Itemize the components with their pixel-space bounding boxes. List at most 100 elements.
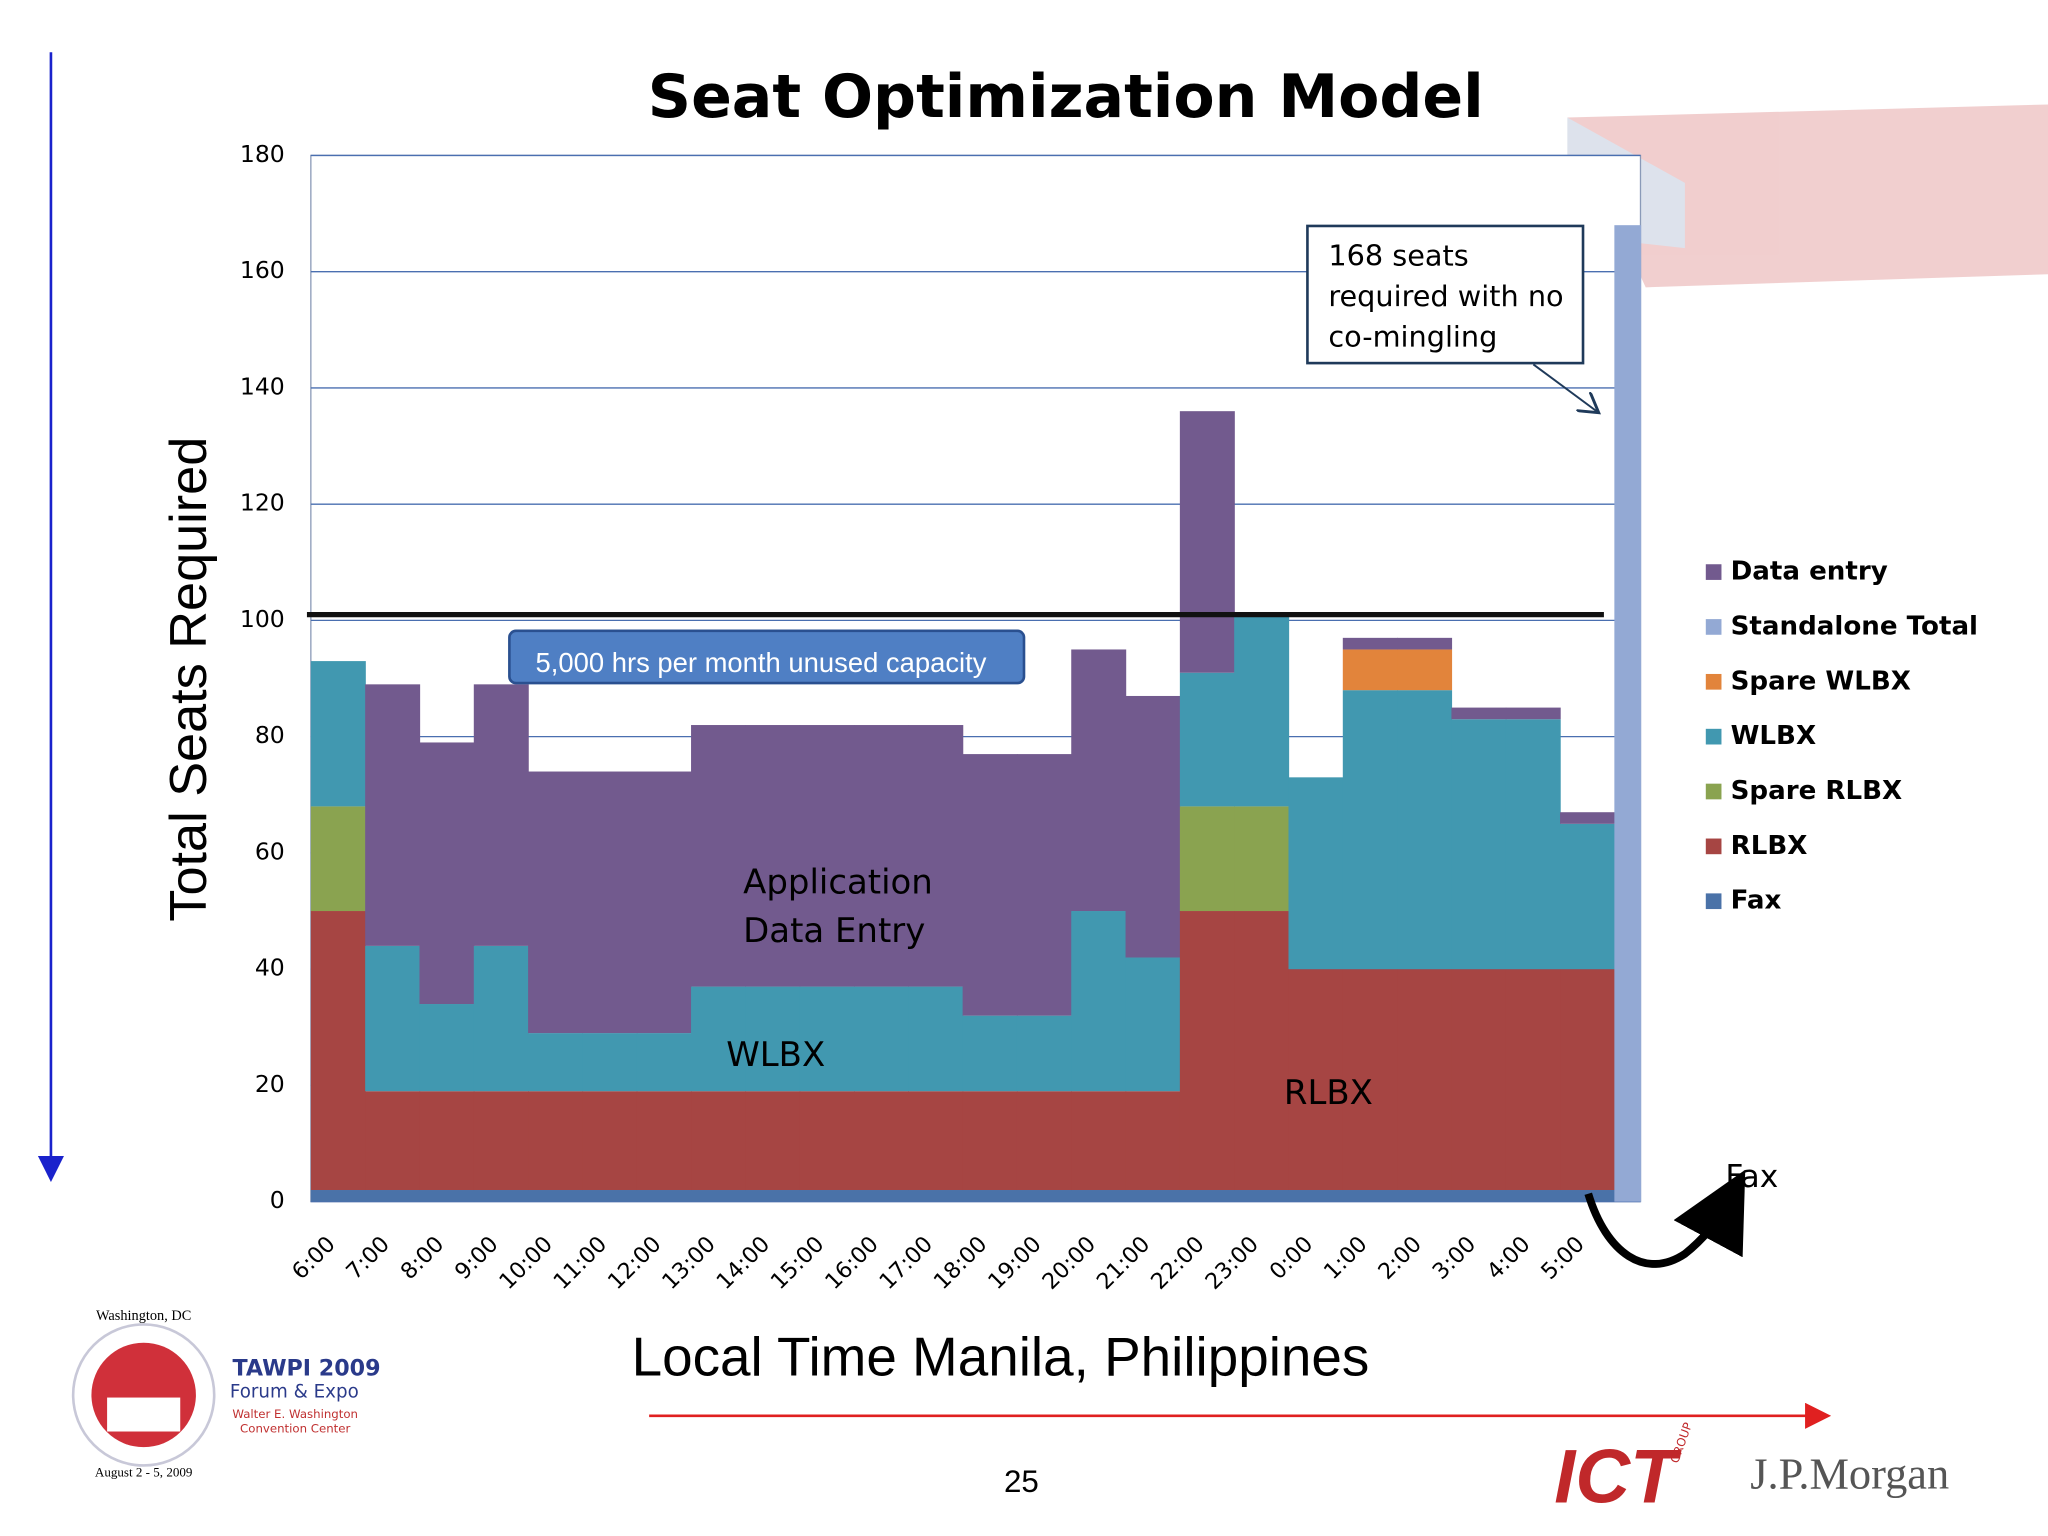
area-segment xyxy=(1342,1190,1398,1202)
area-segment xyxy=(1505,1190,1561,1202)
x-tick-label: 15:00 xyxy=(766,1231,830,1295)
area-segment xyxy=(1234,806,1290,912)
area-segment xyxy=(1451,707,1507,720)
area-label: WLBX xyxy=(726,1035,825,1075)
x-tick-label: 14:00 xyxy=(711,1231,775,1295)
x-tick-label: 11:00 xyxy=(549,1231,613,1295)
area-segment xyxy=(473,684,529,946)
chart-title: Seat Optimization Model xyxy=(648,62,1484,132)
area-segment xyxy=(1397,690,1453,970)
annotation-text: 168 seats xyxy=(1328,238,1468,272)
area-segment xyxy=(908,986,964,1092)
area-segment xyxy=(636,1091,692,1191)
area-segment xyxy=(1397,969,1453,1191)
legend-label: Data entry xyxy=(1731,557,1888,587)
area-segment xyxy=(582,1190,638,1202)
fax-arrow xyxy=(1584,1169,1746,1268)
seal-bottom-text: August 2 - 5, 2009 xyxy=(95,1464,193,1479)
legend-label: Fax xyxy=(1731,886,1782,916)
x-tick-label: 23:00 xyxy=(1200,1231,1264,1295)
annotation-box xyxy=(1306,224,1585,365)
area-label: Fax xyxy=(1725,1159,1778,1195)
y-tick-label: 80 xyxy=(255,721,285,749)
annotation-arrow xyxy=(1532,363,1598,412)
area-segment xyxy=(1505,719,1561,970)
x-tick-label: 3:00 xyxy=(1428,1231,1482,1285)
area-segment xyxy=(962,754,1018,1016)
area-segment xyxy=(1125,695,1181,958)
area-segment xyxy=(1179,806,1235,912)
jpmorgan-logo: J.P.Morgan xyxy=(1750,1449,1949,1499)
x-tick-label: 18:00 xyxy=(929,1231,993,1295)
y-tick-label: 40 xyxy=(255,954,285,982)
area-segment xyxy=(908,725,964,987)
area-segment xyxy=(365,1091,421,1191)
legend-label: Spare WLBX xyxy=(1731,666,1911,696)
x-tick-label: 13:00 xyxy=(657,1231,721,1295)
legend-swatch xyxy=(1705,783,1722,800)
area-label: Data Entry xyxy=(743,911,925,951)
area-segment xyxy=(1342,637,1398,650)
legend-label: WLBX xyxy=(1731,721,1816,751)
area-segment xyxy=(691,986,747,1092)
area-segment xyxy=(1071,911,1127,1092)
capacity-callout xyxy=(508,629,1026,685)
area-segment xyxy=(691,1091,747,1191)
area-segment xyxy=(1125,1091,1181,1191)
y-tick-label: 0 xyxy=(270,1186,285,1214)
area-segment xyxy=(853,1190,909,1202)
y-tick-label: 60 xyxy=(255,837,285,865)
capacity-text: 5,000 hrs per month unused capacity xyxy=(536,647,987,678)
area-segment xyxy=(691,725,747,987)
area-segment xyxy=(1288,777,1344,970)
venue-line: Convention Center xyxy=(240,1421,350,1435)
area-segment xyxy=(1016,1190,1072,1202)
area-segment xyxy=(310,911,366,1191)
area-segment xyxy=(419,1004,475,1092)
legend-swatch xyxy=(1705,728,1722,745)
area-segment xyxy=(1397,649,1453,691)
x-tick-label: 1:00 xyxy=(1319,1231,1373,1285)
area-segment xyxy=(1234,614,1290,807)
area-segment xyxy=(528,1091,584,1191)
area-segment xyxy=(799,1190,855,1202)
x-tick-label: 12:00 xyxy=(603,1231,667,1295)
area-segment xyxy=(691,1190,747,1202)
area-segment xyxy=(1451,969,1507,1191)
legend-swatch xyxy=(1705,673,1722,690)
y-tick-label: 100 xyxy=(240,605,285,633)
y-axis-label: Total Seats Required xyxy=(160,437,218,922)
area-label: RLBX xyxy=(1284,1073,1373,1113)
footer: 25 Washington, DC August 2 - 5, 2009 TAW… xyxy=(71,1308,1949,1519)
area-segment xyxy=(853,986,909,1092)
area-segment xyxy=(1071,1091,1127,1191)
area-label: Application xyxy=(743,863,933,903)
area-segment xyxy=(1016,1091,1072,1191)
x-tick-label: 7:00 xyxy=(341,1231,395,1285)
area-segment xyxy=(1179,1190,1235,1202)
area-segment xyxy=(1505,969,1561,1191)
x-tick-label: 0:00 xyxy=(1265,1231,1319,1285)
area-segment xyxy=(1179,672,1235,807)
area-segment xyxy=(1179,411,1235,673)
legend-swatch xyxy=(1705,838,1722,855)
area-segment xyxy=(799,986,855,1092)
x-tick-label: 5:00 xyxy=(1536,1231,1590,1285)
area-segment xyxy=(310,1190,366,1202)
x-tick-label: 17:00 xyxy=(874,1231,938,1295)
capitol-icon xyxy=(107,1397,181,1432)
area-segment xyxy=(799,725,855,987)
area-segment xyxy=(528,1190,584,1202)
x-tick-label: 22:00 xyxy=(1146,1231,1210,1295)
event-name: TAWPI 2009 xyxy=(232,1355,380,1381)
y-tick-label: 180 xyxy=(240,140,285,168)
area-segment xyxy=(853,725,909,987)
area-segment xyxy=(1016,1015,1072,1092)
x-tick-label: 8:00 xyxy=(396,1231,450,1285)
legend-label: Standalone Total xyxy=(1731,611,1978,641)
area-segment xyxy=(636,1190,692,1202)
area-segment xyxy=(636,1033,692,1092)
area-segment xyxy=(908,1190,964,1202)
area-segment xyxy=(1179,911,1235,1191)
venue-line: Walter E. Washington xyxy=(232,1407,358,1421)
